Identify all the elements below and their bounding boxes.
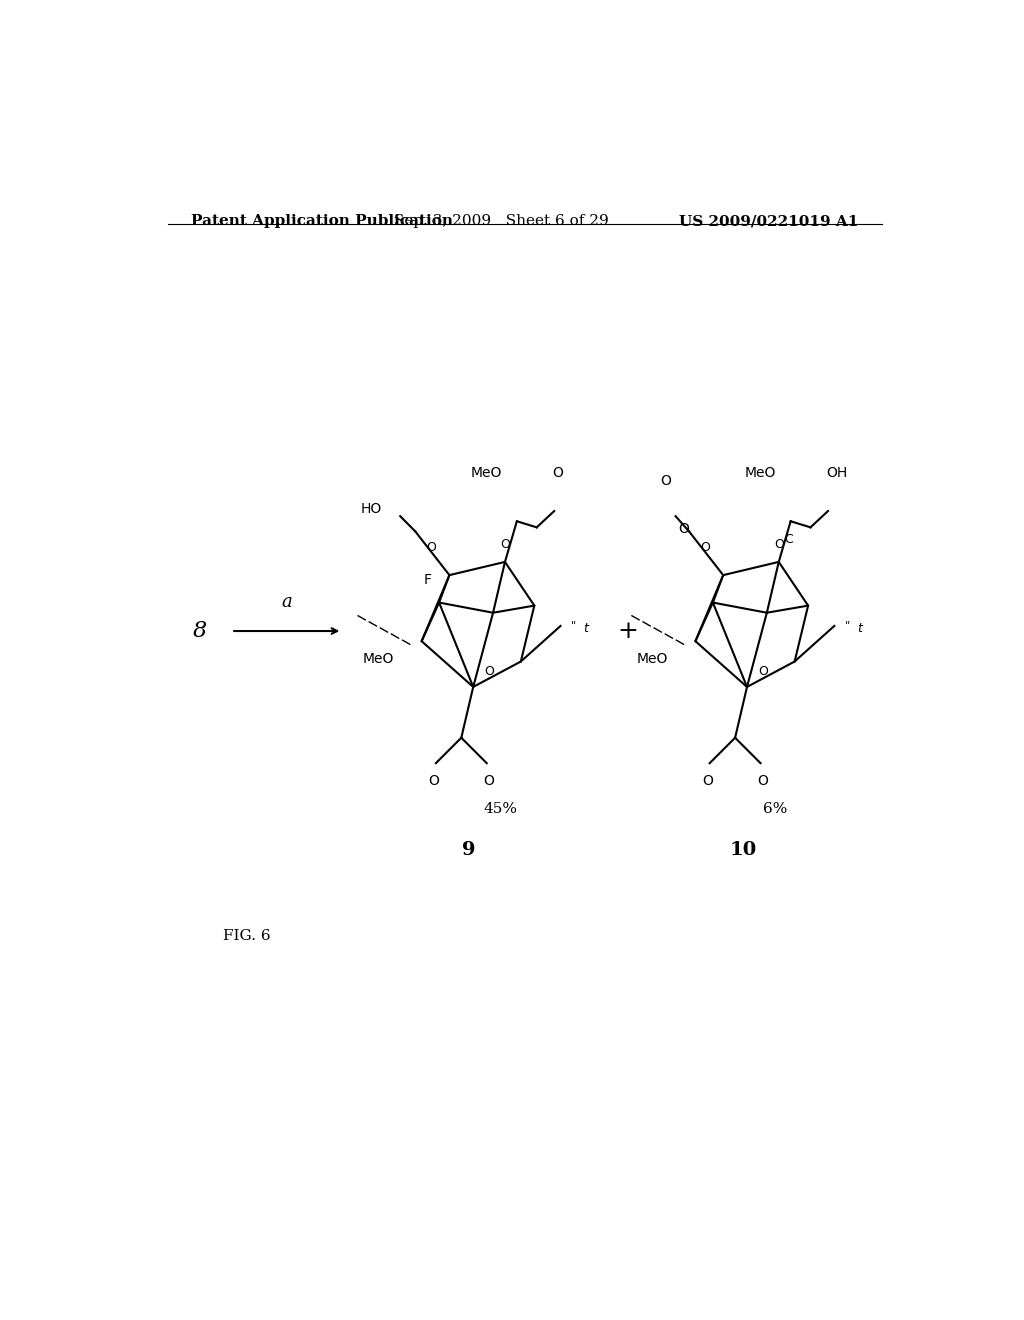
Text: O: O (500, 539, 510, 552)
Text: +: + (617, 619, 638, 643)
Text: O: O (700, 541, 710, 554)
Text: FIG. 6: FIG. 6 (223, 929, 271, 942)
Text: a: a (282, 593, 292, 611)
Text: Patent Application Publication: Patent Application Publication (191, 214, 454, 228)
Text: F: F (424, 573, 432, 587)
Text: US 2009/0221019 A1: US 2009/0221019 A1 (679, 214, 858, 228)
Text: MeO: MeO (744, 466, 776, 480)
Text: O: O (659, 474, 671, 487)
Text: MeO: MeO (636, 652, 668, 667)
Text: O: O (701, 775, 713, 788)
Text: O: O (678, 523, 689, 536)
Text: OH: OH (826, 466, 847, 480)
Text: '': '' (570, 620, 578, 631)
Text: $\it{t}$: $\it{t}$ (856, 623, 864, 635)
Text: HO: HO (360, 502, 382, 516)
Text: O: O (428, 775, 439, 788)
Text: O: O (553, 466, 563, 480)
Text: 6%: 6% (763, 801, 787, 816)
Text: $\it{t}$: $\it{t}$ (583, 623, 590, 635)
Text: 45%: 45% (484, 801, 518, 816)
Text: O: O (483, 775, 495, 788)
Text: 8: 8 (193, 620, 207, 642)
Text: MeO: MeO (471, 466, 503, 480)
Text: '': '' (845, 620, 851, 631)
Text: O: O (758, 775, 768, 788)
Text: O: O (758, 665, 768, 678)
Text: 9: 9 (463, 841, 476, 858)
Text: 10: 10 (729, 841, 757, 858)
Text: O: O (484, 665, 494, 678)
Text: MeO: MeO (362, 652, 394, 667)
Text: Sep. 3, 2009   Sheet 6 of 29: Sep. 3, 2009 Sheet 6 of 29 (393, 214, 608, 228)
Text: O: O (426, 541, 436, 554)
Text: C: C (784, 533, 794, 546)
Text: O: O (774, 539, 783, 552)
